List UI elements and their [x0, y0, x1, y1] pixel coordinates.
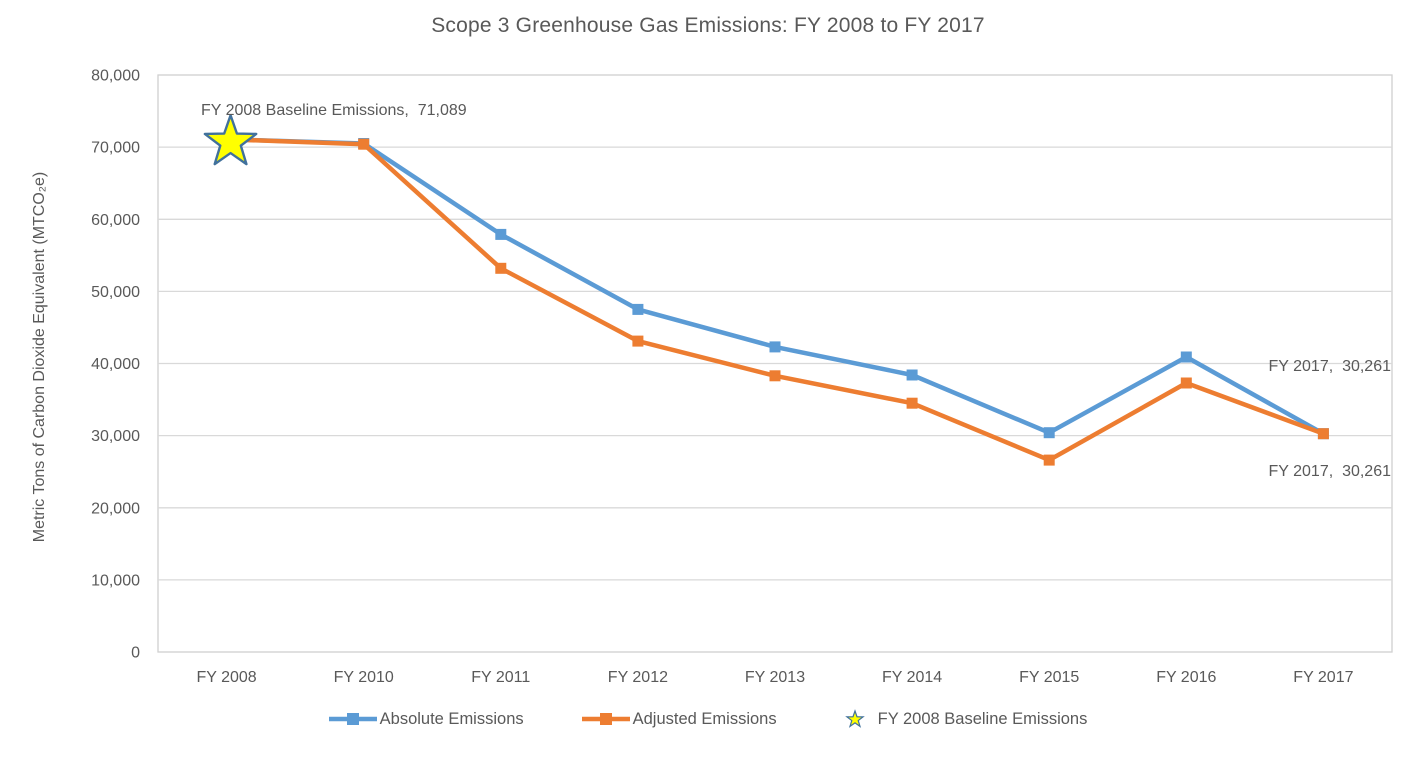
marker-absolute-emissions [769, 341, 781, 353]
x-tick-label: FY 2011 [471, 669, 530, 686]
y-tick-label: 50,000 [91, 284, 140, 301]
marker-adjusted-emissions [906, 397, 918, 409]
y-tick-label: 0 [131, 645, 140, 662]
y-tick-label: 40,000 [91, 356, 140, 373]
x-tick-label: FY 2008 [196, 669, 256, 686]
marker-adjusted-emissions [358, 138, 370, 150]
annotation-1: FY 2017, 30,261 [1269, 358, 1392, 375]
marker-absolute-emissions [1043, 427, 1055, 439]
y-tick-label: 10,000 [91, 572, 140, 589]
marker-adjusted-emissions [632, 335, 644, 347]
legend-label-adjusted-emissions: Adjusted Emissions [632, 709, 777, 728]
legend-label-absolute-emissions: Absolute Emissions [379, 709, 524, 728]
x-tick-label: FY 2010 [334, 669, 394, 686]
x-tick-label: FY 2013 [745, 669, 805, 686]
marker-absolute-emissions [495, 228, 507, 240]
marker-absolute-emissions [632, 303, 644, 315]
y-tick-label: 70,000 [91, 140, 140, 157]
legend-item-absolute-emissions: Absolute Emissions [328, 709, 524, 729]
star-icon [844, 709, 865, 728]
x-tick-label: FY 2015 [1019, 669, 1079, 686]
series-line-adjusted-emissions [226, 137, 1325, 463]
x-tick-label: FY 2016 [1156, 669, 1216, 686]
legend-label-baseline-emissions: FY 2008 Baseline Emissions [877, 709, 1088, 728]
y-tick-label: 60,000 [91, 212, 140, 229]
star-swatch [844, 709, 865, 728]
legend: Absolute Emissions Adjusted Emissions FY… [0, 709, 1416, 729]
annotation-2: FY 2017, 30,261 [1269, 463, 1392, 480]
baseline-star-icon [203, 114, 258, 166]
annotation-0: FY 2008 Baseline Emissions, 71,089 [201, 102, 467, 119]
legend-item-baseline-emissions: FY 2008 Baseline Emissions [835, 709, 1088, 729]
marker-adjusted-emissions [495, 262, 507, 274]
marker-adjusted-emissions [1180, 377, 1192, 389]
x-tick-label: FY 2012 [608, 669, 668, 686]
marker-absolute-emissions [1180, 351, 1192, 363]
marker-absolute-emissions [906, 369, 918, 381]
y-tick-label: 30,000 [91, 428, 140, 445]
line-square-swatch [328, 713, 377, 725]
chart-title: Scope 3 Greenhouse Gas Emissions: FY 200… [431, 14, 985, 37]
x-tick-label: FY 2017 [1293, 669, 1353, 686]
marker-adjusted-emissions [1043, 454, 1055, 466]
line-square-swatch [581, 713, 630, 725]
y-tick-label: 80,000 [91, 68, 140, 85]
series-line-absolute-emissions [226, 137, 1325, 436]
legend-item-adjusted-emissions: Adjusted Emissions [581, 709, 777, 729]
marker-adjusted-emissions [1317, 428, 1329, 440]
x-tick-label: FY 2014 [882, 669, 942, 686]
y-tick-label: 20,000 [91, 500, 140, 517]
marker-adjusted-emissions [769, 370, 781, 382]
